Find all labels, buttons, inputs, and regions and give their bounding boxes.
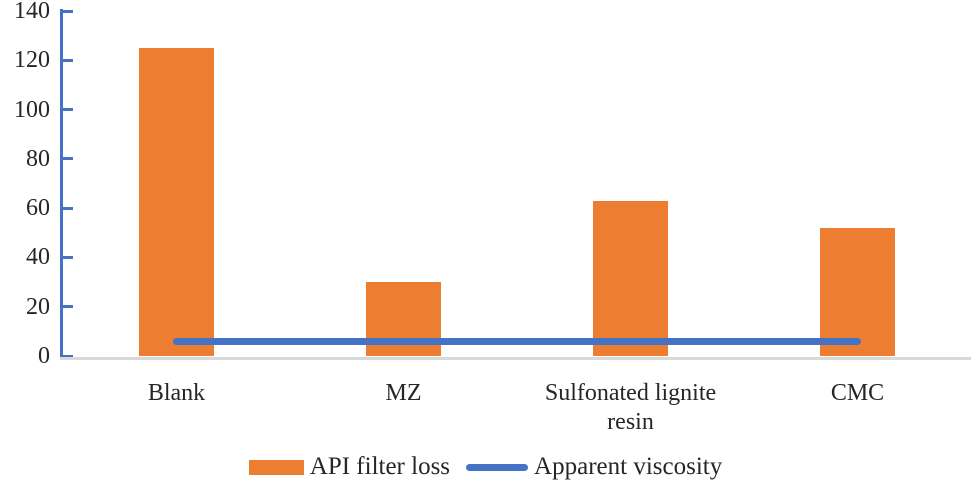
- bar-mz: [366, 282, 441, 356]
- y-tick-label-140: 140: [14, 0, 50, 24]
- legend-label-api-filter-loss: API filter loss: [309, 453, 451, 480]
- y-tick-label-40: 40: [26, 244, 50, 271]
- y-tick-120: [63, 58, 73, 62]
- x-axis-category-labels: Blank MZ Sulfonated lignite resin CMC: [0, 379, 971, 443]
- y-tick-60: [63, 206, 73, 210]
- y-tick-label-0: 0: [38, 343, 50, 369]
- y-tick-80: [63, 157, 73, 161]
- y-tick-label-20: 20: [26, 293, 50, 320]
- bar-blank: [139, 47, 214, 356]
- y-tick-label-120: 120: [14, 47, 50, 74]
- bar-swatch-icon: [248, 459, 304, 475]
- y-tick-100: [63, 108, 73, 112]
- y-tick-0: [63, 354, 73, 358]
- category-label-sulfonated-lignite-resin: Sulfonated lignite resin: [544, 380, 717, 435]
- y-tick-40: [63, 255, 73, 259]
- y-axis-line: [60, 9, 63, 358]
- apparent-viscosity-line: [173, 337, 861, 345]
- y-tick-label-80: 80: [26, 145, 50, 172]
- legend-label-apparent-viscosity: Apparent viscosity: [534, 453, 723, 480]
- y-tick-label-60: 60: [26, 195, 50, 222]
- y-tick-20: [63, 305, 73, 309]
- y-tick-label-100: 100: [14, 96, 50, 123]
- x-axis-baseline: [60, 357, 971, 360]
- line-swatch-icon: [466, 463, 529, 471]
- legend-item-apparent-viscosity: Apparent viscosity: [466, 453, 722, 481]
- y-tick-140: [63, 9, 73, 13]
- category-label-mz: MZ: [385, 380, 422, 406]
- bar-sulfonated-lignite-resin: [593, 200, 668, 356]
- bar-cmc: [820, 227, 895, 356]
- chart-legend: API filter loss Apparent viscosity: [0, 448, 971, 486]
- legend-item-api-filter-loss: API filter loss: [248, 453, 451, 481]
- category-label-cmc: CMC: [830, 380, 885, 406]
- category-label-blank: Blank: [147, 380, 206, 406]
